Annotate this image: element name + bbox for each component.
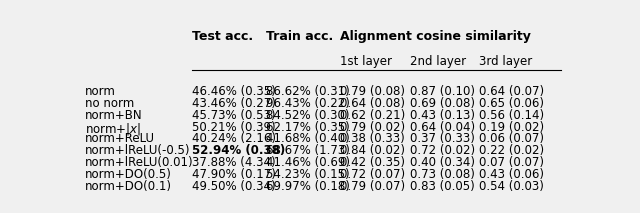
Text: 0.54 (0.03): 0.54 (0.03) [479,180,544,193]
Text: 0.83 (0.05): 0.83 (0.05) [410,180,475,193]
Text: 84.52% (0.30): 84.52% (0.30) [266,109,349,122]
Text: 0.38 (0.33): 0.38 (0.33) [340,132,405,145]
Text: norm+DO(0.1): norm+DO(0.1) [85,180,172,193]
Text: 0.43 (0.13): 0.43 (0.13) [410,109,475,122]
Text: 0.22 (0.02): 0.22 (0.02) [479,144,545,157]
Text: norm+DO(0.5): norm+DO(0.5) [85,168,172,181]
Text: 1st layer: 1st layer [340,55,392,68]
Text: norm+ReLU: norm+ReLU [85,132,155,145]
Text: 0.07 (0.07): 0.07 (0.07) [479,156,544,169]
Text: 68.67% (1.73): 68.67% (1.73) [266,144,350,157]
Text: 0.37 (0.33): 0.37 (0.33) [410,132,475,145]
Text: 40.24% (2.16): 40.24% (2.16) [191,132,276,145]
Text: 0.42 (0.35): 0.42 (0.35) [340,156,405,169]
Text: 0.72 (0.07): 0.72 (0.07) [340,168,406,181]
Text: norm: norm [85,85,116,98]
Text: 69.97% (0.18): 69.97% (0.18) [266,180,350,193]
Text: 0.65 (0.06): 0.65 (0.06) [479,96,544,109]
Text: 0.40 (0.34): 0.40 (0.34) [410,156,475,169]
Text: 52.94% (0.38): 52.94% (0.38) [191,144,285,157]
Text: 46.46% (0.35): 46.46% (0.35) [191,85,275,98]
Text: no norm: no norm [85,96,134,109]
Text: 0.72 (0.02): 0.72 (0.02) [410,144,475,157]
Text: 0.73 (0.08): 0.73 (0.08) [410,168,475,181]
Text: 62.17% (0.35): 62.17% (0.35) [266,121,349,134]
Text: 0.64 (0.04): 0.64 (0.04) [410,121,475,134]
Text: 0.84 (0.02): 0.84 (0.02) [340,144,405,157]
Text: 2nd layer: 2nd layer [410,55,466,68]
Text: 96.43% (0.22): 96.43% (0.22) [266,96,350,109]
Text: 86.62% (0.31): 86.62% (0.31) [266,85,349,98]
Text: 47.90% (0.17): 47.90% (0.17) [191,168,275,181]
Text: 49.50% (0.34): 49.50% (0.34) [191,180,275,193]
Text: 37.88% (4.34): 37.88% (4.34) [191,156,275,169]
Text: 0.43 (0.06): 0.43 (0.06) [479,168,544,181]
Text: 45.73% (0.53): 45.73% (0.53) [191,109,275,122]
Text: Alignment cosine similarity: Alignment cosine similarity [340,30,531,43]
Text: 0.64 (0.08): 0.64 (0.08) [340,96,405,109]
Text: 50.21% (0.39): 50.21% (0.39) [191,121,275,134]
Text: Train acc.: Train acc. [266,30,333,43]
Text: 0.79 (0.08): 0.79 (0.08) [340,85,405,98]
Text: 0.56 (0.14): 0.56 (0.14) [479,109,545,122]
Text: norm+lReLU(-0.5): norm+lReLU(-0.5) [85,144,191,157]
Text: 0.69 (0.08): 0.69 (0.08) [410,96,475,109]
Text: 0.06 (0.07): 0.06 (0.07) [479,132,544,145]
Text: 0.64 (0.07): 0.64 (0.07) [479,85,545,98]
Text: 0.79 (0.07): 0.79 (0.07) [340,180,406,193]
Text: 0.62 (0.21): 0.62 (0.21) [340,109,406,122]
Text: 41.68% (0.40): 41.68% (0.40) [266,132,349,145]
Text: 43.46% (0.27): 43.46% (0.27) [191,96,275,109]
Text: 41.46% (0.69): 41.46% (0.69) [266,156,350,169]
Text: norm+$|x|$: norm+$|x|$ [85,121,141,137]
Text: Test acc.: Test acc. [191,30,253,43]
Text: 3rd layer: 3rd layer [479,55,532,68]
Text: norm+BN: norm+BN [85,109,143,122]
Text: norm+lReLU(0.01): norm+lReLU(0.01) [85,156,193,169]
Text: 0.19 (0.02): 0.19 (0.02) [479,121,545,134]
Text: 0.79 (0.02): 0.79 (0.02) [340,121,406,134]
Text: 54.23% (0.15): 54.23% (0.15) [266,168,349,181]
Text: 0.87 (0.10): 0.87 (0.10) [410,85,475,98]
